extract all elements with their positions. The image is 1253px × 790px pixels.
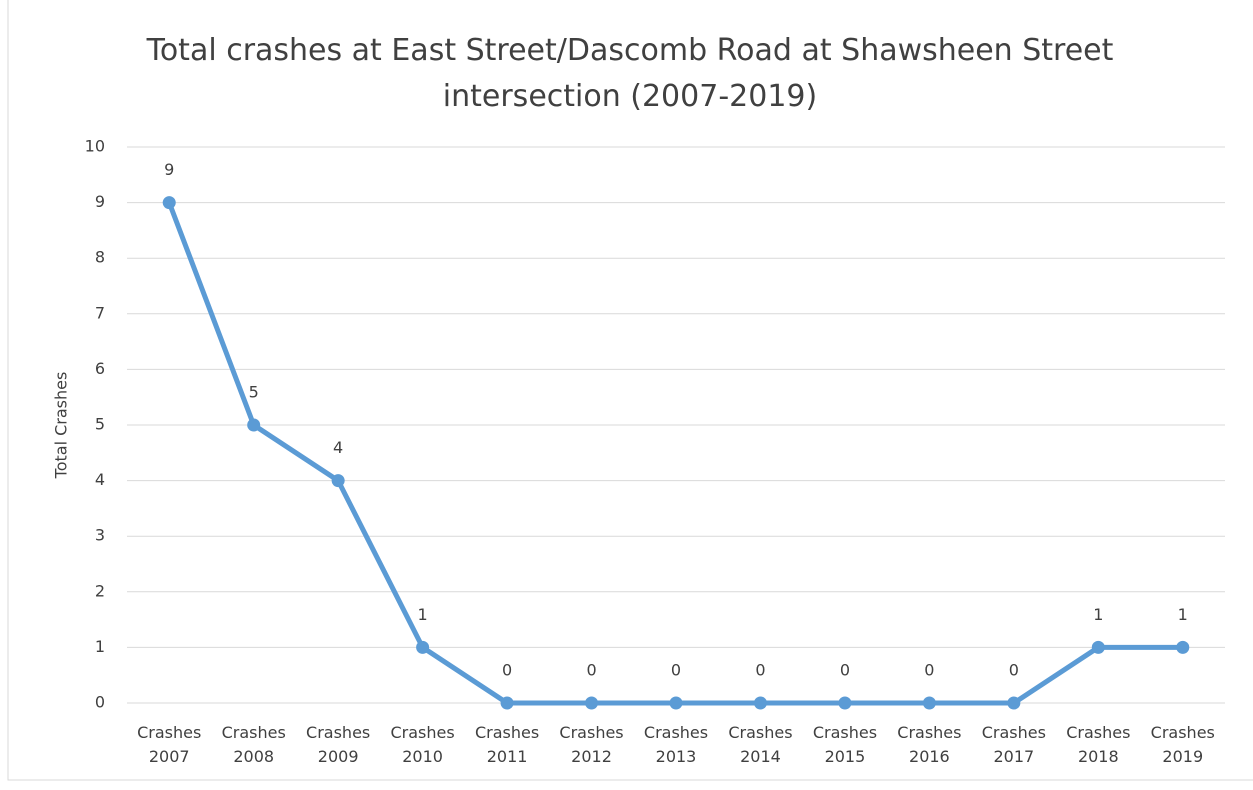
data-label: 0 [755, 661, 765, 680]
y-tick-label: 4 [95, 470, 105, 489]
y-tick-label: 1 [95, 637, 105, 656]
data-point [500, 696, 514, 710]
data-point [922, 696, 936, 710]
data-point [247, 418, 261, 432]
y-axis-label: Total Crashes [52, 372, 71, 480]
x-tick-label: Crashes 2009 [306, 723, 371, 766]
y-tick-label: 2 [95, 581, 105, 600]
data-label: 0 [502, 661, 512, 680]
x-tick-label: Crashes 2014 [728, 723, 793, 766]
data-point [1176, 640, 1190, 654]
y-tick-label: 0 [95, 693, 105, 712]
data-label: 1 [1093, 605, 1103, 624]
x-tick-label: Crashes 2015 [812, 723, 878, 766]
x-tick-label: Crashes 2012 [559, 723, 624, 766]
y-tick-label: 10 [85, 137, 105, 156]
data-label: 0 [924, 661, 934, 680]
y-tick-label: 3 [95, 526, 105, 545]
data-label: 1 [418, 605, 428, 624]
data-point [838, 696, 852, 710]
data-point [416, 640, 430, 654]
chart-border [7, 0, 1253, 781]
data-point [585, 696, 599, 710]
chart-title: Total crashes at East Street/Dascomb Roa… [146, 33, 1114, 114]
data-point [162, 196, 176, 210]
data-point [1091, 640, 1105, 654]
x-tick-label: Crashes 2011 [474, 723, 540, 766]
x-tick-label: Crashes 2008 [221, 723, 286, 766]
data-label: 0 [671, 661, 681, 680]
data-label: 0 [840, 661, 850, 680]
x-tick-label: Crashes 2007 [137, 723, 202, 766]
y-tick-label: 7 [95, 303, 105, 322]
x-tick-label: Crashes 2016 [897, 723, 962, 766]
data-label: 0 [586, 661, 596, 680]
x-tick-label: Crashes 2017 [981, 723, 1046, 766]
x-tick-label: Crashes 2013 [643, 723, 709, 766]
data-label: 0 [1009, 661, 1019, 680]
data-point [753, 696, 767, 710]
series-line [166, 201, 1183, 706]
y-tick-label: 9 [95, 192, 105, 211]
data-point [331, 474, 345, 488]
data-point [1007, 696, 1021, 710]
y-tick-label: 6 [95, 359, 105, 378]
data-point [669, 696, 683, 710]
x-tick-label: Crashes 2019 [1150, 723, 1215, 766]
x-tick-label: Crashes 2018 [1066, 723, 1131, 766]
data-label: 1 [1178, 605, 1188, 624]
y-tick-label: 8 [95, 248, 105, 267]
x-tick-label: Crashes 2010 [390, 723, 455, 766]
data-label: 5 [249, 383, 259, 402]
y-tick-label: 5 [95, 415, 105, 434]
data-label: 9 [164, 160, 174, 179]
data-label: 4 [333, 438, 343, 457]
